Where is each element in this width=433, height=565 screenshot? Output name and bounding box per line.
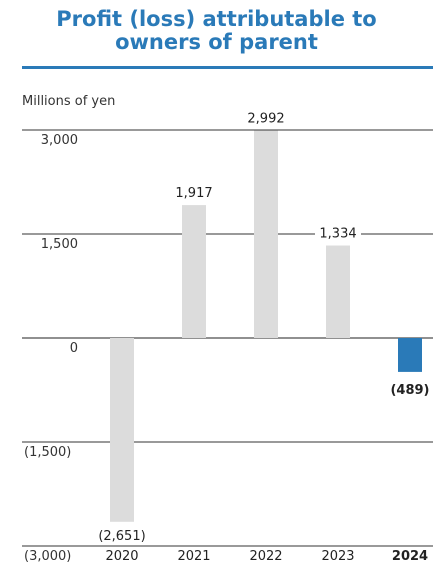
x-tick-label: 2021 xyxy=(177,549,210,564)
data-label-background xyxy=(315,223,361,241)
chart-title-line-2: owners of parent xyxy=(115,30,318,54)
data-label-background xyxy=(171,183,217,201)
y-tick-label: 1,500 xyxy=(41,237,78,252)
y-tick-label: (3,000) xyxy=(24,549,71,564)
x-tick-label: 2024 xyxy=(392,549,428,564)
unit-label: Millions of yen xyxy=(22,94,116,109)
chart-title-line-1: Profit (loss) attributable to xyxy=(56,7,377,31)
bar xyxy=(398,338,422,372)
title-underline xyxy=(22,66,433,69)
data-label: 1,917 xyxy=(175,186,212,201)
x-tick-label: 2020 xyxy=(105,549,138,564)
data-label: (2,651) xyxy=(98,529,145,544)
bar xyxy=(110,338,134,522)
x-tick-label: 2022 xyxy=(249,549,282,564)
data-label: 1,334 xyxy=(319,227,356,242)
y-tick-label: (1,500) xyxy=(24,445,71,460)
data-label: (489) xyxy=(390,383,429,398)
bar xyxy=(254,130,278,338)
y-tick-label: 0 xyxy=(70,341,78,356)
chart-title: Profit (loss) attributable to owners of … xyxy=(0,8,433,54)
data-label: 2,992 xyxy=(247,112,284,127)
x-tick-label: 2023 xyxy=(321,549,354,564)
y-tick-label: 3,000 xyxy=(41,133,78,148)
bar xyxy=(326,245,350,338)
bar xyxy=(182,205,206,338)
data-label-background xyxy=(243,108,289,126)
